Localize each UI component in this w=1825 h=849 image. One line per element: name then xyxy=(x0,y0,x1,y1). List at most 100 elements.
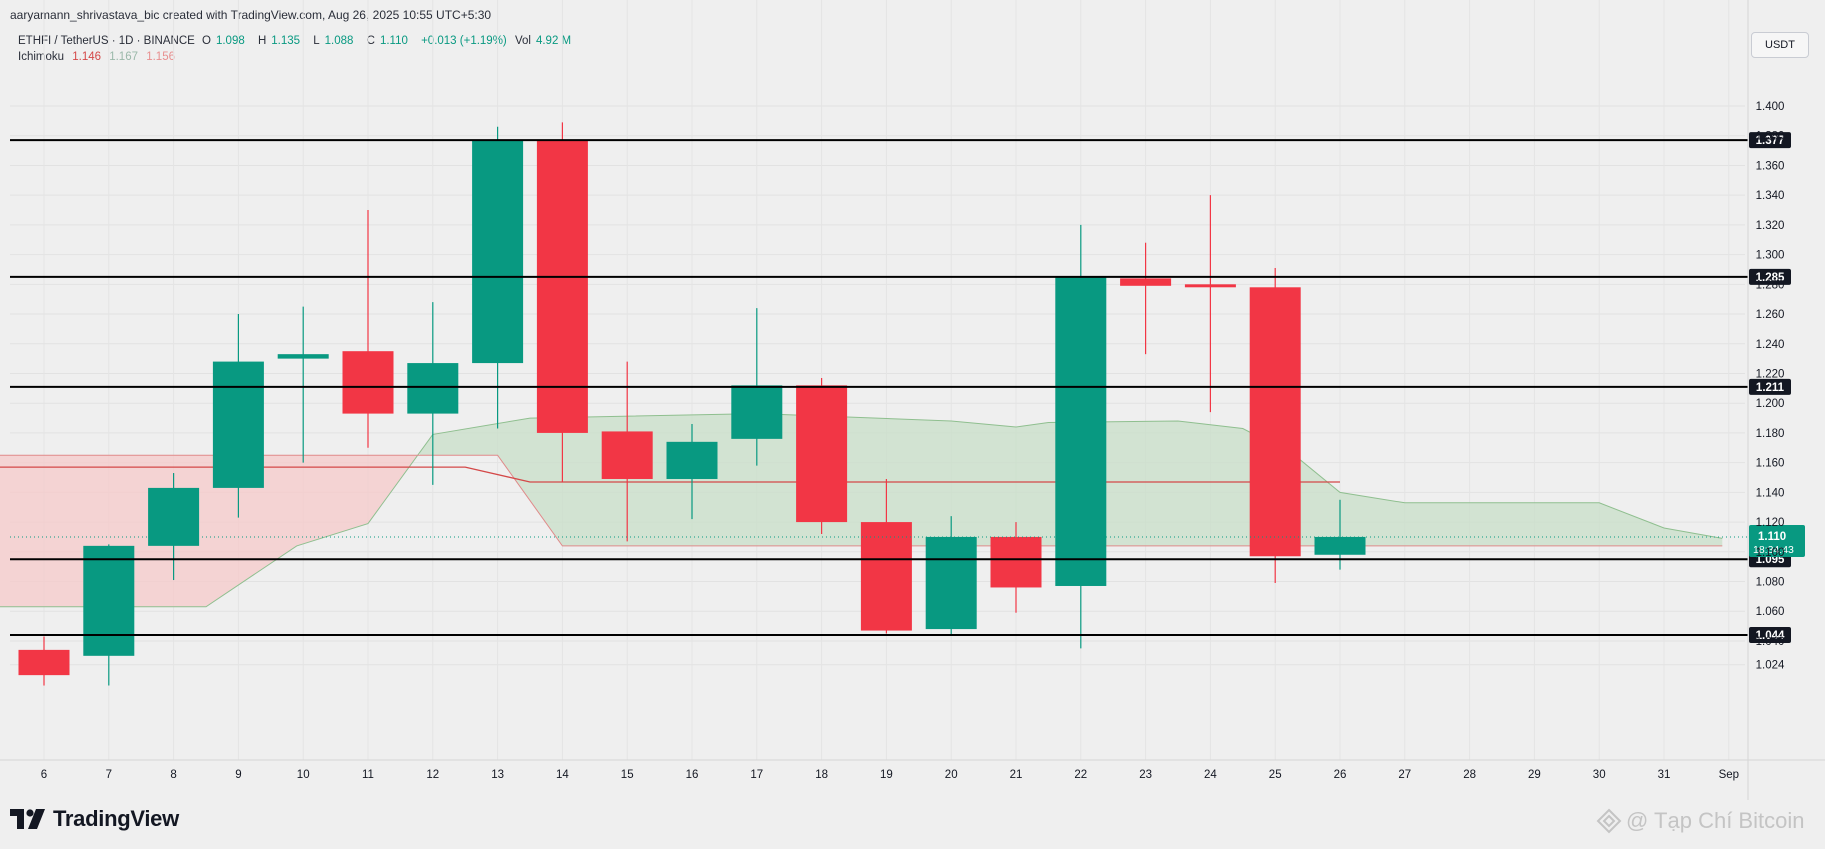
x-tick-label: 24 xyxy=(1204,769,1217,781)
candle-body[interactable] xyxy=(925,536,977,630)
level-label-bg xyxy=(1749,268,1791,285)
tradingview-logo-icon xyxy=(10,809,45,829)
watermark: @ Tạp Chí Bitcoin xyxy=(1596,808,1804,834)
candle-body[interactable] xyxy=(1184,284,1236,288)
level-label: 1.211 xyxy=(1756,382,1785,394)
x-tick-label: 11 xyxy=(362,769,374,781)
y-tick-label: 1.140 xyxy=(1756,487,1785,499)
bar-countdown: 18:34:43 xyxy=(1753,544,1794,556)
x-tick-label: 12 xyxy=(426,769,439,781)
candles[interactable] xyxy=(18,122,1366,686)
low-label: L xyxy=(313,35,320,47)
candle-body[interactable] xyxy=(731,385,783,439)
indicator-legend[interactable]: Ichimoku 1.146 1.167 1.156 xyxy=(18,51,180,63)
y-tick-label: 1.160 xyxy=(1756,458,1785,470)
level-label-bg xyxy=(1749,378,1791,395)
level-label-bg xyxy=(1749,627,1791,644)
y-tick-label: 1.340 xyxy=(1756,190,1785,202)
last-price-value: 1.110 xyxy=(1758,531,1786,543)
candle-body[interactable] xyxy=(342,351,394,414)
y-tick-label: 1.320 xyxy=(1756,220,1785,232)
candle-body[interactable] xyxy=(1249,287,1301,557)
x-tick-label: 30 xyxy=(1593,769,1606,781)
x-tick-label: 13 xyxy=(491,769,504,781)
level-label: 1.377 xyxy=(1756,135,1785,147)
level-label: 1.095 xyxy=(1756,554,1785,566)
y-tick-label: 1.060 xyxy=(1756,606,1785,618)
x-tick-label: Sep xyxy=(1719,769,1739,781)
x-tick-label: 8 xyxy=(170,769,176,781)
low-value: 1.088 xyxy=(324,35,354,47)
x-tick-label: 27 xyxy=(1398,769,1411,781)
x-tick-label: 7 xyxy=(106,769,112,781)
candle-body[interactable] xyxy=(860,522,912,631)
y-tick-label: 1.380 xyxy=(1756,131,1785,143)
change-value: +0.013 (+1.19%) xyxy=(421,35,507,47)
candle-body[interactable] xyxy=(148,487,200,546)
y-tick-label: 1.024 xyxy=(1756,660,1785,672)
high-label: H xyxy=(257,35,267,47)
level-label: 1.044 xyxy=(1756,630,1785,642)
last-price-badge xyxy=(1749,524,1805,557)
currency-button[interactable]: USDT xyxy=(1751,32,1809,58)
tradingview-brand: TradingView xyxy=(53,806,179,831)
candle-body[interactable] xyxy=(601,431,653,479)
tradingview-logo[interactable]: TradingView xyxy=(10,804,179,834)
binance-diamond-icon xyxy=(1596,808,1622,834)
volume-label: Vol xyxy=(514,35,531,47)
watermark-text: @ Tạp Chí Bitcoin xyxy=(1626,808,1805,833)
x-tick-label: 26 xyxy=(1334,769,1347,781)
candle-body[interactable] xyxy=(1314,536,1366,555)
x-tick-label: 15 xyxy=(621,769,634,781)
candle-body[interactable] xyxy=(212,361,264,488)
high-value: 1.135 xyxy=(271,35,301,47)
indicator-name[interactable]: Ichimoku xyxy=(18,51,65,63)
x-tick-label: 31 xyxy=(1658,769,1671,781)
candle-body[interactable] xyxy=(407,363,459,414)
level-label-bg xyxy=(1749,132,1791,149)
x-tick-label: 6 xyxy=(41,769,47,781)
x-tick-label: 14 xyxy=(556,769,569,781)
x-tick-label: 9 xyxy=(235,769,241,781)
y-tick-label: 1.260 xyxy=(1756,309,1785,321)
symbol-name[interactable]: ETHFI / TetherUS · 1D · BINANCE xyxy=(18,35,195,47)
y-tick-label: 1.200 xyxy=(1756,398,1785,410)
candle-body[interactable] xyxy=(990,536,1042,588)
candle-body[interactable] xyxy=(472,140,524,364)
x-tick-label: 16 xyxy=(686,769,699,781)
y-tick-label: 1.240 xyxy=(1756,339,1785,351)
x-tick-label: 18 xyxy=(815,769,828,781)
y-tick-label: 1.040 xyxy=(1756,636,1785,648)
candle-body[interactable] xyxy=(18,649,70,676)
candle-body[interactable] xyxy=(1055,276,1107,586)
kumo-bearish xyxy=(0,455,417,607)
y-tick-label: 1.120 xyxy=(1756,517,1785,529)
candle-body[interactable] xyxy=(1120,278,1172,286)
ichimoku-value-3: 1.156 xyxy=(146,51,175,63)
x-tick-label: 20 xyxy=(945,769,958,781)
y-tick-label: 1.220 xyxy=(1756,368,1785,380)
ichimoku-value-2: 1.167 xyxy=(109,51,138,63)
level-label: 1.285 xyxy=(1756,272,1785,284)
x-tick-label: 29 xyxy=(1528,769,1541,781)
x-tick-label: 19 xyxy=(880,769,893,781)
candle-body[interactable] xyxy=(536,140,588,433)
y-tick-label: 1.300 xyxy=(1756,250,1785,262)
close-value: 1.110 xyxy=(379,35,408,47)
y-tick-label: 1.400 xyxy=(1756,101,1785,113)
close-label: C xyxy=(366,35,375,47)
x-tick-label: 23 xyxy=(1139,769,1152,781)
candle-body[interactable] xyxy=(277,354,329,359)
x-tick-label: 28 xyxy=(1463,769,1476,781)
y-tick-label: 1.180 xyxy=(1756,428,1785,440)
candle-body[interactable] xyxy=(666,441,718,479)
x-tick-label: 25 xyxy=(1269,769,1282,781)
symbol-legend[interactable]: ETHFI / TetherUS · 1D · BINANCE O 1.098 H… xyxy=(18,35,581,47)
candle-body[interactable] xyxy=(796,385,848,523)
x-tick-label: 22 xyxy=(1074,769,1087,781)
x-tick-label: 21 xyxy=(1010,769,1023,781)
candle-body[interactable] xyxy=(83,545,135,656)
y-tick-label: 1.360 xyxy=(1756,160,1785,172)
